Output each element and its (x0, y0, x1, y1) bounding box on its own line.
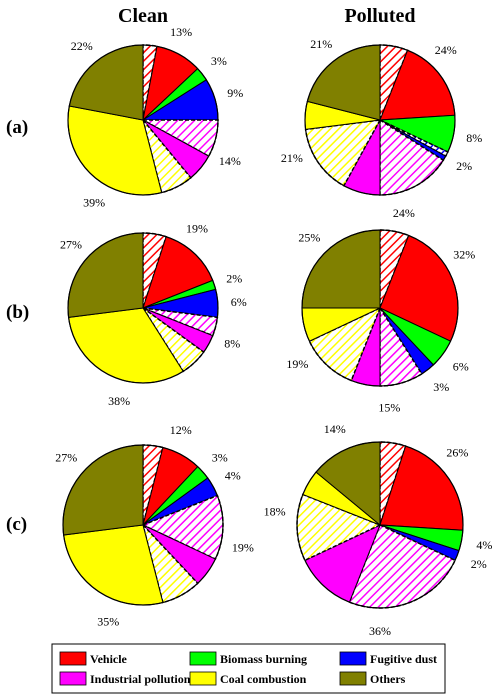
data-label-industrial: 19% (232, 540, 254, 554)
data-label-dust: 4% (225, 469, 241, 483)
data-label-coal: 21% (281, 151, 303, 165)
data-label-biomass: 3% (211, 54, 227, 68)
data-label-industrial: 15% (378, 400, 400, 414)
legend-item-dust: Fugitive dust (339, 651, 437, 666)
data-label-vehicle: 19% (186, 222, 208, 236)
pie-a-polluted: 24% 8% 2% 24% 21% 21% (281, 37, 482, 220)
data-label-coal: 18% (264, 505, 286, 519)
data-label-biomass: 8% (466, 131, 482, 145)
legend-label-vehicle: Vehicle (90, 652, 128, 666)
legend-item-others: Others (339, 671, 406, 686)
data-label-others: 14% (324, 422, 346, 436)
legend-label-biomass: Biomass burning (220, 652, 307, 666)
data-label-others: 22% (71, 39, 93, 53)
data-label-dust: 6% (231, 295, 247, 309)
pie-outline (62, 444, 224, 606)
legend-item-vehicle: Vehicle (59, 651, 128, 666)
data-label-coal: 38% (108, 394, 130, 408)
data-label-dust: 3% (433, 380, 449, 394)
data-label-industrial: 24% (393, 206, 415, 220)
data-label-dust: 9% (227, 86, 243, 100)
legend-box (51, 643, 446, 694)
column-title-polluted: Polluted (344, 5, 415, 27)
legend-label-dust: Fugitive dust (370, 652, 437, 666)
legend-label-others: Others (370, 672, 406, 686)
legend-swatch-industrial (59, 671, 87, 686)
legend-label-coal: Coal combustion (220, 672, 307, 686)
legend-item-biomass: Biomass burning (189, 651, 307, 666)
legend-swatch-coal (189, 671, 217, 686)
column-title-clean: Clean (118, 5, 168, 27)
data-label-vehicle: 32% (453, 248, 475, 262)
data-label-coal: 19% (286, 357, 308, 371)
legend-label-industrial: Industrial pollution (90, 672, 191, 686)
legend: Vehicle Biomass burning Fugitive dust Indus… (51, 643, 446, 694)
pie-charts: 13% 3% 9% 14% 39% 22% 24% 8% 2% 24% 21% 21% 19% 2% 6% 8… (55, 25, 492, 638)
data-label-vehicle: 24% (435, 43, 457, 57)
data-label-biomass: 6% (453, 360, 469, 374)
data-label-dust: 2% (456, 159, 472, 173)
legend-swatch-vehicle (59, 651, 87, 666)
legend-swatch-others (339, 671, 367, 686)
data-label-others: 21% (310, 37, 332, 51)
data-label-others: 27% (60, 238, 82, 252)
pie-b-clean: 19% 2% 6% 8% 38% 27% (60, 222, 247, 408)
pie-outline (296, 441, 464, 609)
data-label-biomass: 3% (212, 450, 228, 464)
data-label-others: 27% (55, 450, 77, 464)
data-label-coal: 35% (97, 614, 119, 628)
data-label-industrial: 14% (219, 154, 241, 168)
data-label-others: 25% (298, 230, 320, 244)
pie-c-clean: 12% 3% 4% 19% 35% 27% (55, 423, 254, 629)
row-label-b: (b) (6, 302, 29, 323)
data-label-industrial: 8% (224, 336, 240, 350)
data-label-coal: 39% (83, 196, 105, 210)
legend-item-industrial: Industrial pollution (59, 671, 191, 686)
data-label-vehicle: 12% (170, 423, 192, 437)
data-label-vehicle: 13% (170, 25, 192, 39)
data-label-dust: 2% (471, 557, 487, 571)
pie-outline (301, 229, 459, 387)
data-label-vehicle: 26% (446, 445, 468, 459)
legend-swatch-dust (339, 651, 367, 666)
pie-outline (67, 44, 219, 196)
legend-item-coal: Coal combustion (189, 671, 307, 686)
data-label-industrial: 36% (369, 624, 391, 638)
pie-b-polluted: 32% 6% 3% 15% 19% 25% (286, 229, 475, 414)
pie-a-clean: 13% 3% 9% 14% 39% 22% (67, 25, 243, 210)
pie-c-polluted: 26% 4% 2% 36% 18% 14% (264, 422, 493, 638)
data-label-biomass: 2% (226, 271, 242, 285)
data-label-biomass: 4% (476, 538, 492, 552)
row-label-c: (c) (6, 514, 27, 535)
pie-outline (67, 232, 219, 384)
legend-swatch-biomass (189, 651, 217, 666)
pie-outline (304, 44, 456, 196)
row-label-a: (a) (6, 117, 28, 138)
